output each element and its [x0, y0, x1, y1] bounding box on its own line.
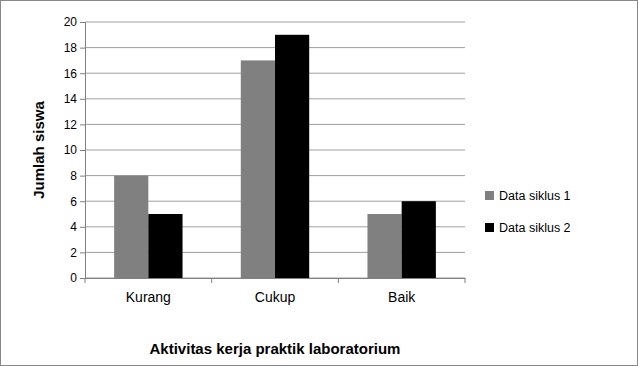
bar — [275, 35, 309, 278]
y-tick-label: 8 — [70, 169, 77, 183]
y-tick-mark — [80, 150, 85, 151]
legend-label: Data siklus 1 — [499, 189, 571, 203]
y-tick: 8 — [70, 169, 85, 183]
bar — [367, 214, 401, 278]
legend-label: Data siklus 2 — [499, 221, 571, 235]
y-tick-label: 16 — [64, 67, 78, 81]
y-tick-label: 18 — [64, 41, 78, 55]
x-tick: Baik — [388, 278, 416, 305]
x-axis: Kurang Cukup Baik — [86, 278, 466, 305]
y-tick-label: 14 — [64, 92, 78, 106]
x-axis-title: Aktivitas kerja praktik laboratorium — [150, 340, 401, 357]
y-tick: 18 — [64, 41, 85, 55]
y-tick-mark — [80, 201, 85, 202]
bars — [114, 35, 436, 278]
chart: 0 2 4 6 8 10 12 14 16 18 20 Kurang Cukup Baik Aktivita… — [0, 0, 638, 366]
y-tick: 0 — [70, 271, 85, 285]
bar — [241, 60, 275, 278]
y-tick-mark — [80, 99, 85, 100]
x-separator — [85, 278, 86, 283]
x-tick-label: Cukup — [255, 289, 296, 305]
bar — [402, 201, 436, 278]
y-tick: 6 — [70, 195, 85, 209]
y-tick-mark — [80, 278, 85, 279]
y-tick-label: 2 — [70, 246, 77, 260]
y-tick-label: 12 — [64, 118, 78, 132]
x-tick-label: Kurang — [126, 289, 171, 305]
y-tick-mark — [80, 227, 85, 228]
y-tick-label: 4 — [70, 220, 77, 234]
legend-swatch — [485, 191, 494, 200]
y-tick-mark — [80, 124, 85, 125]
y-tick: 4 — [70, 220, 85, 234]
y-tick-label: 6 — [70, 195, 77, 209]
y-tick-mark — [80, 22, 85, 23]
y-tick: 12 — [64, 118, 85, 132]
y-tick-mark — [80, 252, 85, 253]
y-axis-line — [80, 23, 86, 279]
x-tick-label: Baik — [388, 289, 416, 305]
y-tick-label: 0 — [70, 271, 77, 285]
x-tick: Kurang — [126, 278, 171, 305]
y-tick: 2 — [70, 246, 85, 260]
chart-border — [1, 1, 638, 366]
y-tick-mark — [80, 73, 85, 74]
x-separator — [338, 278, 339, 283]
x-axis-line — [86, 278, 466, 279]
grid-line — [85, 22, 465, 23]
x-separator — [211, 278, 212, 283]
y-tick-label: 10 — [64, 143, 78, 157]
x-tick: Cukup — [255, 278, 296, 305]
y-axis-title: Jumlah siswa — [30, 101, 47, 199]
y-tick: 14 — [64, 92, 85, 106]
plot: 0 2 4 6 8 10 12 14 16 18 20 Kurang Cukup Baik — [64, 15, 466, 305]
bar — [148, 214, 182, 278]
y-tick: 20 — [64, 15, 85, 29]
legend: Data siklus 1 Data siklus 2 — [485, 189, 571, 235]
y-axis: 0 2 4 6 8 10 12 14 16 18 20 — [64, 15, 86, 285]
y-tick: 16 — [64, 67, 85, 81]
bar — [114, 176, 148, 278]
y-tick-mark — [80, 48, 85, 49]
y-tick: 10 — [64, 143, 85, 157]
x-separator — [465, 278, 466, 283]
grid — [85, 22, 465, 278]
y-tick-label: 20 — [64, 15, 78, 29]
legend-swatch — [485, 223, 494, 232]
y-tick-mark — [80, 176, 85, 177]
